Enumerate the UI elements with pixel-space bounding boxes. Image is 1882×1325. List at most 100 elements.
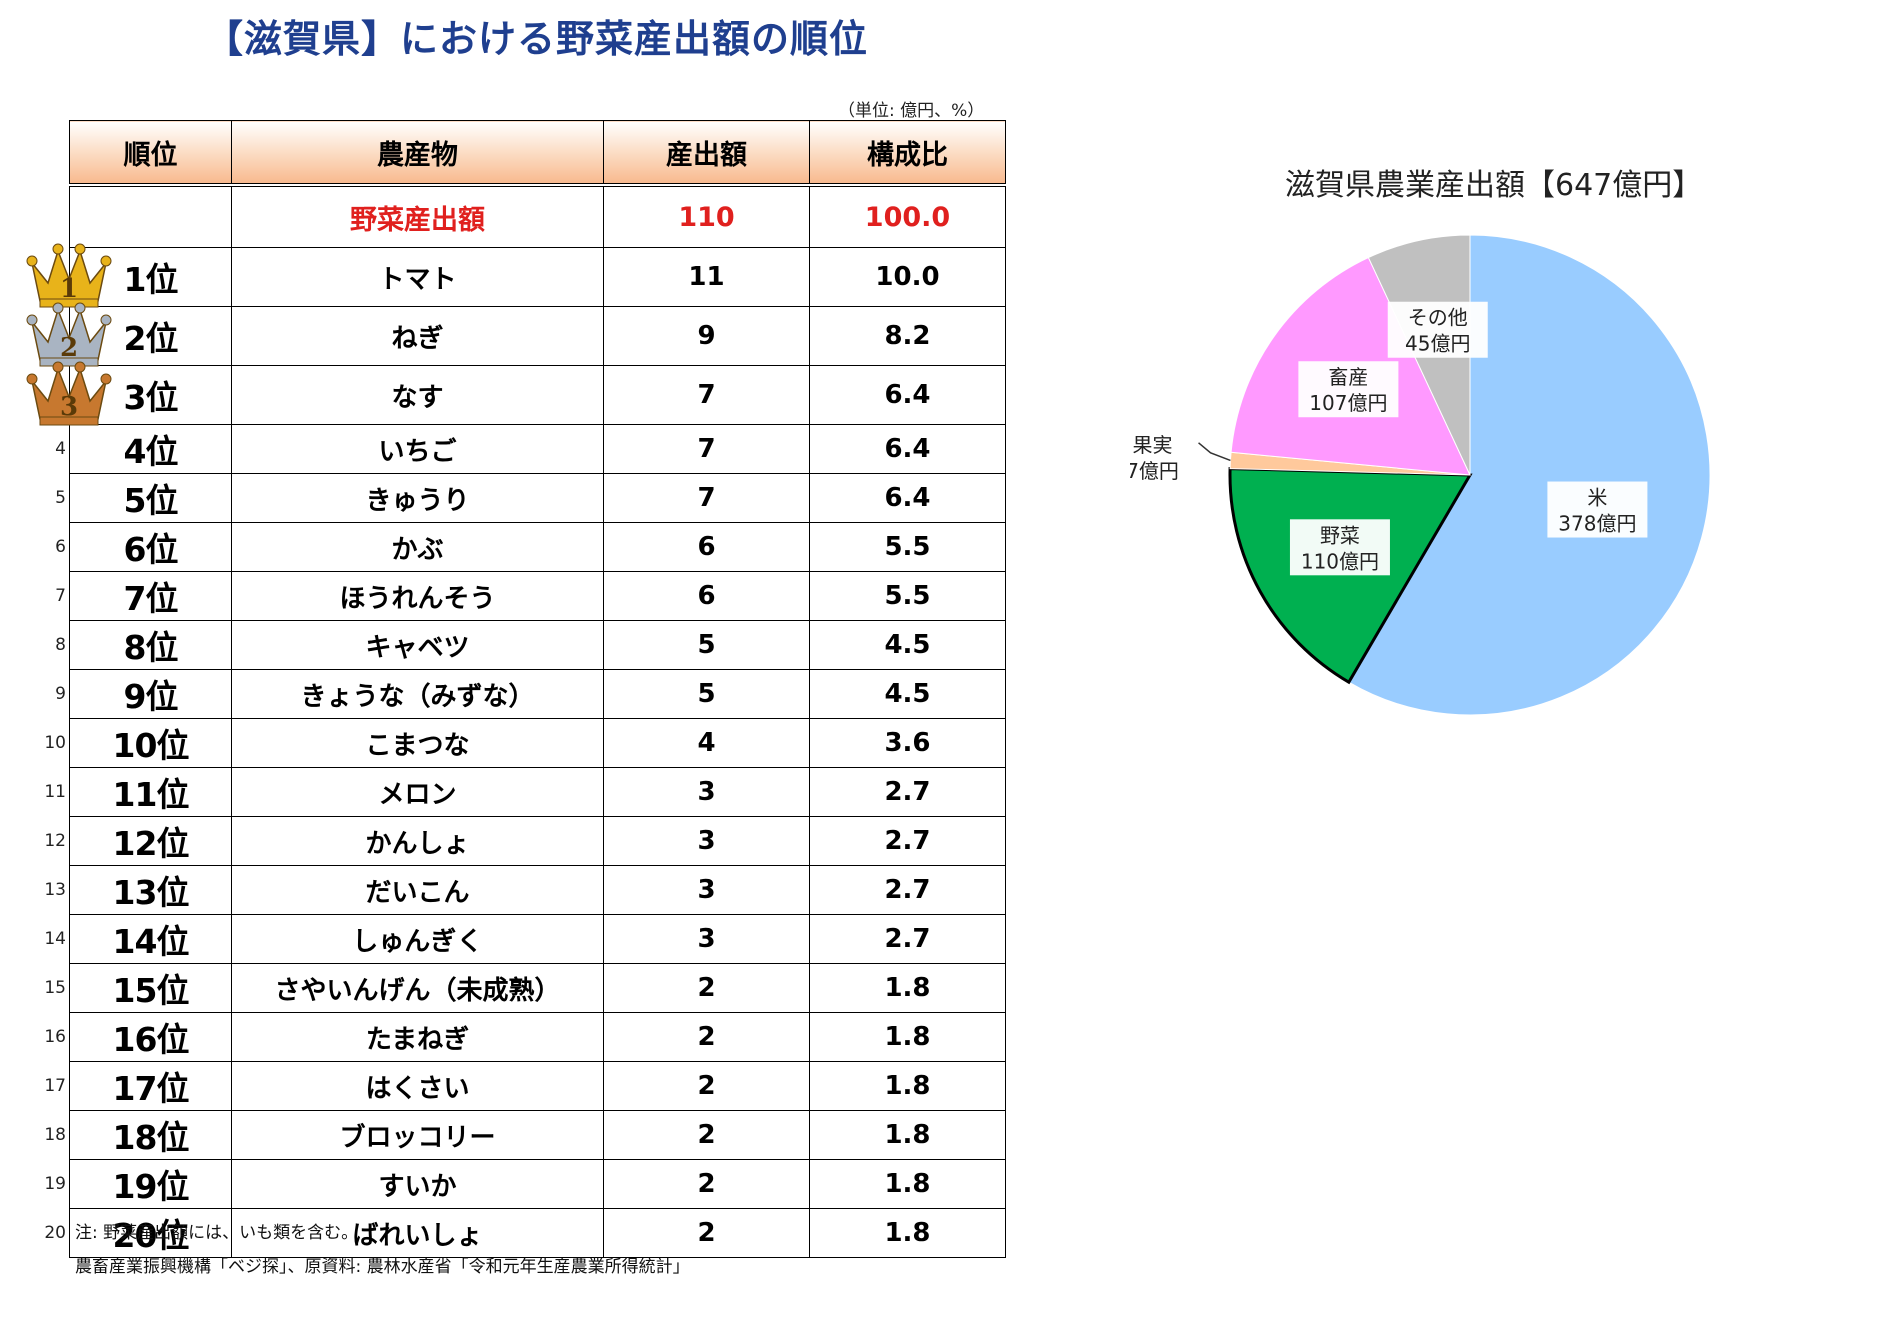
rank-cell: 14位: [69, 914, 232, 964]
row-number: 6: [55, 536, 66, 557]
total-row: 野菜産出額 110 100.0: [69, 184, 1006, 248]
table-row: 19位 すいか 2 1.8: [69, 1159, 1006, 1209]
row-number: 5: [55, 487, 66, 508]
share-cell: 4.5: [809, 669, 1006, 719]
value-cell: 7: [603, 424, 810, 474]
pie-chart-title: 滋賀県農業産出額【647億円】: [1285, 168, 1703, 203]
value-cell: 5: [603, 620, 810, 670]
share-cell: 1.8: [809, 1012, 1006, 1062]
crop-name-cell: かんしょ: [231, 816, 604, 866]
total-value: 110: [603, 184, 810, 248]
share-cell: 2.7: [809, 816, 1006, 866]
table-row: 18位 ブロッコリー 2 1.8: [69, 1110, 1006, 1160]
table-row: 11位 メロン 3 2.7: [69, 767, 1006, 817]
table-row: 2位 ねぎ 9 8.2: [69, 306, 1006, 366]
table-row: 13位 だいこん 3 2.7: [69, 865, 1006, 915]
header-crop: 農産物: [231, 120, 604, 187]
svg-text:1: 1: [60, 274, 78, 304]
crop-name-cell: しゅんぎく: [231, 914, 604, 964]
rank-cell: 2位: [69, 306, 232, 366]
source-note: 農畜産業振興機構「ベジ探」、原資料: 農林水産省「令和元年生産農業所得統計」: [75, 1257, 690, 1277]
crown-icon: 1: [26, 243, 112, 307]
pie-label-text: 米: [1587, 486, 1607, 510]
pie-slice: [1348, 234, 1711, 716]
value-cell: 2: [603, 1061, 810, 1111]
value-cell: 3: [603, 865, 810, 915]
row-number: 4: [55, 438, 66, 459]
crop-name-cell: キャベツ: [231, 620, 604, 670]
table-row: 3位 なす 7 6.4: [69, 365, 1006, 425]
crop-name-cell: ブロッコリー: [231, 1110, 604, 1160]
share-cell: 1.8: [809, 1208, 1006, 1258]
rank-cell: 13位: [69, 865, 232, 915]
leader-line: [1198, 442, 1231, 462]
table-row: 10位 こまつな 4 3.6: [69, 718, 1006, 768]
table-row: 4位 いちご 7 6.4: [69, 424, 1006, 474]
table-row: 14位 しゅんぎく 3 2.7: [69, 914, 1006, 964]
row-number: 13: [44, 879, 66, 900]
share-cell: 5.5: [809, 571, 1006, 621]
unit-note: （単位: 億円、%）: [838, 101, 985, 121]
ranking-table: 順位 農産物 産出額 構成比 野菜産出額 110 100.0 1位 トマト 11 10…: [69, 120, 1006, 1258]
crop-name-cell: かぶ: [231, 522, 604, 572]
value-cell: 6: [603, 571, 810, 621]
rank-cell: 17位: [69, 1061, 232, 1111]
total-rank-cell: [69, 184, 232, 248]
share-cell: 1.8: [809, 1061, 1006, 1111]
header-rank: 順位: [69, 120, 232, 187]
value-cell: 2: [603, 1159, 810, 1209]
share-cell: 1.8: [809, 1110, 1006, 1160]
pie-label-text: 畜産: [1328, 365, 1368, 389]
share-cell: 2.7: [809, 914, 1006, 964]
crop-name-cell: すいか: [231, 1159, 604, 1209]
share-cell: 2.7: [809, 865, 1006, 915]
value-cell: 2: [603, 963, 810, 1013]
table-row: 20位 ばれいしょ 2 1.8: [69, 1208, 1006, 1258]
rank-cell: 18位: [69, 1110, 232, 1160]
pie-label-text: 378億円: [1558, 512, 1636, 536]
value-cell: 3: [603, 767, 810, 817]
total-share: 100.0: [809, 184, 1006, 248]
header-share: 構成比: [809, 120, 1006, 187]
table-row: 16位 たまねぎ 2 1.8: [69, 1012, 1006, 1062]
table-row: 5位 きゅうり 7 6.4: [69, 473, 1006, 523]
share-cell: 8.2: [809, 306, 1006, 366]
table-row: 12位 かんしょ 3 2.7: [69, 816, 1006, 866]
crop-name-cell: ねぎ: [231, 306, 604, 366]
crop-name-cell: ばれいしょ: [231, 1208, 604, 1258]
header-value: 産出額: [603, 120, 810, 187]
svg-text:3: 3: [60, 392, 78, 422]
table-row: 1位 トマト 11 10.0: [69, 247, 1006, 307]
pie-label-text: 107億円: [1309, 391, 1387, 415]
pie-label-text: 110億円: [1301, 549, 1379, 573]
row-number: 18: [44, 1124, 66, 1145]
value-cell: 7: [603, 473, 810, 523]
pie-label-text: 野菜: [1320, 523, 1360, 547]
crop-name-cell: いちご: [231, 424, 604, 474]
rank-cell: 12位: [69, 816, 232, 866]
page-title: 【滋賀県】における野菜産出額の順位: [205, 17, 869, 61]
rank-cell: 6位: [69, 522, 232, 572]
share-cell: 6.4: [809, 473, 1006, 523]
value-cell: 11: [603, 247, 810, 307]
total-label: 野菜産出額: [231, 184, 604, 248]
crop-name-cell: きゅうり: [231, 473, 604, 523]
rank-cell: 15位: [69, 963, 232, 1013]
rank-cell: 8位: [69, 620, 232, 670]
rank-cell: 7位: [69, 571, 232, 621]
row-number: 20: [44, 1222, 66, 1243]
crop-name-cell: トマト: [231, 247, 604, 307]
row-number: 15: [44, 977, 66, 998]
value-cell: 2: [603, 1208, 810, 1258]
crop-name-cell: なす: [231, 365, 604, 425]
rank-cell: 4位: [69, 424, 232, 474]
value-cell: 6: [603, 522, 810, 572]
share-cell: 2.7: [809, 767, 1006, 817]
value-cell: 5: [603, 669, 810, 719]
value-cell: 3: [603, 816, 810, 866]
